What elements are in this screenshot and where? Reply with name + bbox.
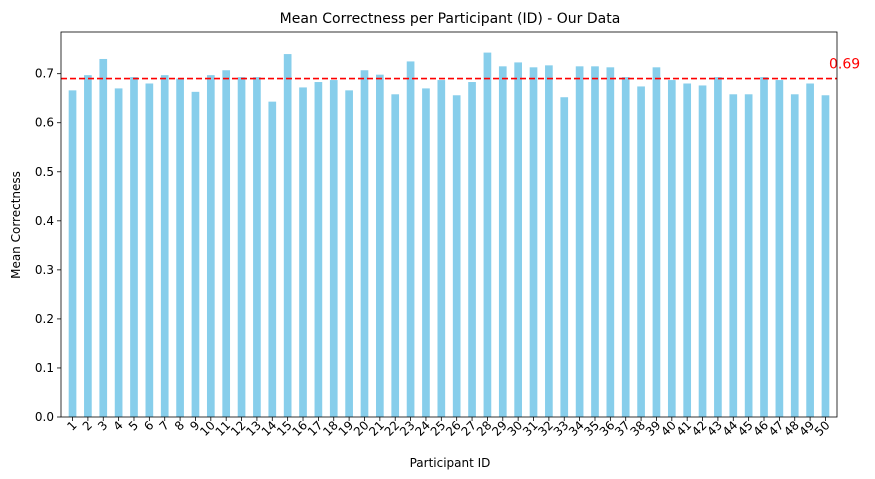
- bar-participant-11: [222, 70, 231, 418]
- bar-participant-14: [268, 101, 277, 417]
- bar-participant-43: [714, 77, 722, 417]
- x-tick-label: 50: [812, 418, 833, 439]
- x-axis-title: Participant ID: [410, 456, 491, 470]
- bar-participant-20: [360, 70, 369, 418]
- bar-participant-40: [667, 80, 676, 418]
- bar-participant-50: [821, 95, 830, 417]
- y-axis: 0.0 0.1 0.2 0.3 0.4 0.5 0.6 0.7: [35, 67, 61, 424]
- bar-participant-35: [591, 66, 599, 417]
- x-tick-label: 7: [157, 418, 172, 433]
- bar-participant-30: [514, 62, 522, 417]
- y-tick-label: 0.4: [35, 214, 54, 228]
- x-tick-label: 4: [110, 418, 125, 433]
- bar-participant-1: [68, 90, 77, 417]
- bar-participant-7: [160, 75, 169, 417]
- bar-participant-39: [652, 67, 661, 417]
- bar-participant-6: [145, 83, 154, 417]
- x-tick-label: 6: [141, 418, 156, 433]
- bar-participant-31: [529, 67, 538, 417]
- bar-participant-13: [253, 77, 261, 417]
- bar-participant-36: [606, 67, 615, 417]
- bar-participant-42: [698, 85, 707, 418]
- x-tick-label: 8: [172, 418, 187, 433]
- bar-participant-26: [452, 95, 461, 417]
- y-tick-label: 0.0: [35, 410, 54, 424]
- bar-participant-37: [621, 77, 630, 417]
- bar-participant-23: [406, 61, 415, 417]
- bars-group: [68, 52, 830, 418]
- y-tick-label: 0.2: [35, 312, 54, 326]
- bar-participant-24: [422, 88, 430, 417]
- y-tick-label: 0.3: [35, 263, 54, 277]
- x-tick-label: 2: [80, 418, 95, 433]
- bar-participant-10: [206, 75, 215, 417]
- bar-participant-5: [130, 77, 138, 417]
- x-axis: 1 2 3 4 5 6 7 8 91011121314151617181920212223242…: [64, 417, 833, 439]
- x-tick-label: 5: [126, 418, 141, 433]
- bar-participant-2: [84, 75, 92, 417]
- bar-participant-28: [483, 52, 492, 417]
- bar-participant-19: [345, 90, 353, 417]
- y-tick-label: 0.7: [35, 67, 54, 81]
- bar-participant-49: [806, 83, 814, 417]
- bar-participant-12: [237, 77, 246, 417]
- bar-participant-38: [637, 86, 645, 418]
- bar-participant-27: [468, 82, 476, 417]
- bar-participant-41: [683, 83, 692, 417]
- bar-participant-45: [744, 94, 753, 417]
- bar-participant-32: [545, 65, 553, 418]
- bar-participant-21: [376, 74, 384, 417]
- mean-line-label: 0.69: [829, 57, 860, 73]
- bar-participant-18: [329, 80, 338, 418]
- bar-participant-9: [191, 91, 200, 417]
- bar-participant-25: [437, 80, 446, 418]
- x-tick-label: 3: [95, 418, 110, 433]
- bar-participant-34: [575, 66, 584, 417]
- x-tick-label: 1: [64, 418, 79, 433]
- bar-participant-8: [176, 78, 184, 418]
- bar-participant-46: [760, 77, 768, 417]
- bar-participant-22: [391, 94, 400, 417]
- bar-participant-48: [790, 94, 799, 417]
- bar-participant-47: [775, 80, 784, 418]
- y-tick-label: 0.6: [35, 116, 54, 130]
- plot-frame: [60, 31, 838, 418]
- bar-participant-17: [314, 82, 323, 417]
- bar-participant-33: [560, 97, 569, 417]
- bar-participant-44: [729, 94, 738, 417]
- bar-participant-29: [498, 66, 507, 417]
- chart-title: Mean Correctness per Participant (ID) - …: [280, 11, 621, 27]
- y-tick-label: 0.5: [35, 165, 54, 179]
- bar-participant-15: [283, 54, 292, 417]
- y-axis-title: Mean Correctness: [9, 171, 23, 279]
- bar-participant-4: [114, 88, 123, 417]
- bar-participant-16: [299, 87, 307, 417]
- bar-participant-3: [99, 58, 108, 418]
- y-tick-label: 0.1: [35, 361, 54, 375]
